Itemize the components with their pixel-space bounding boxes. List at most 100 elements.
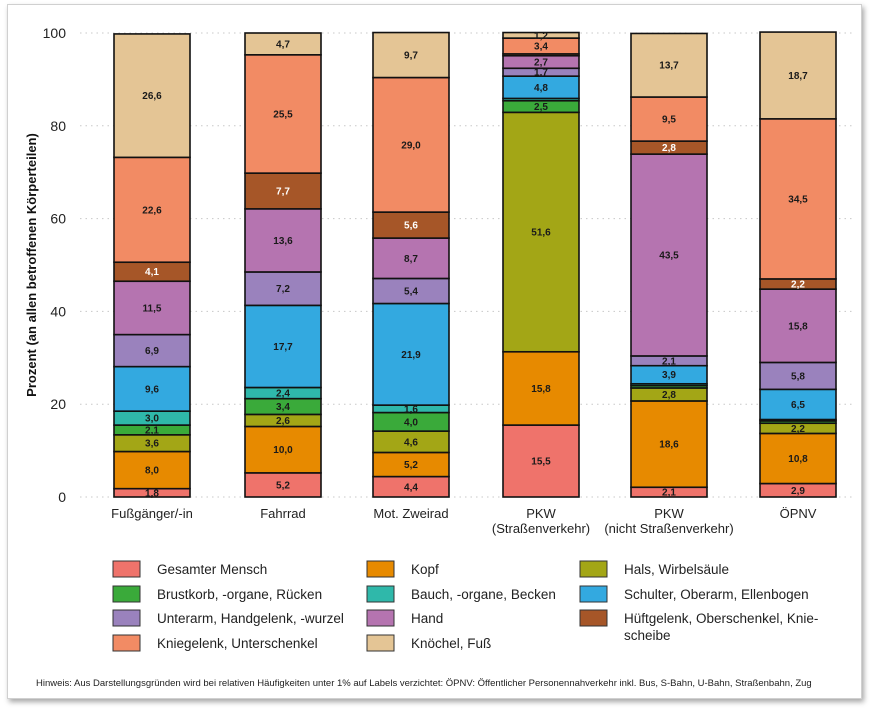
bar-segment — [630, 153, 708, 357]
legend-swatch — [579, 560, 608, 578]
data-label: 9,7 — [404, 51, 418, 62]
data-label: 3,4 — [276, 402, 290, 413]
legend-label: Bauch, -organe, Becken — [411, 587, 556, 602]
legend: Gesamter Mensch Kopf Hals, Wirbelsäule Brus… — [112, 560, 818, 652]
data-label: 2,5 — [534, 102, 548, 113]
data-label: 2,6 — [276, 416, 290, 427]
legend-label: scheibe — [624, 628, 671, 643]
data-label: 2,1 — [662, 488, 676, 499]
legend-label: Knöchel, Fuß — [411, 636, 491, 651]
legend-item: Hand — [366, 609, 443, 627]
legend-swatch — [366, 560, 395, 578]
data-label: 4,4 — [404, 482, 418, 493]
data-label: 17,7 — [273, 342, 293, 353]
data-label: 2,9 — [791, 486, 805, 497]
x-tick-label: Fußgänger/-in — [111, 506, 193, 521]
legend-label: Hand — [411, 611, 443, 626]
data-label: 1,6 — [404, 404, 418, 415]
gridlines — [80, 32, 855, 498]
legend-label: Kopf — [411, 562, 439, 577]
bar-segment — [244, 172, 322, 210]
legend-swatch — [112, 585, 141, 603]
bar-segment — [759, 432, 837, 485]
y-tick-label: 0 — [58, 489, 66, 505]
legend-item: Kniegelenk, Unterschenkel — [112, 634, 318, 652]
bar-stack: 1,8 8,0 3,6 2,13,0 9,6 6,9 11,5 4,1 22,6 26,6 — [113, 33, 191, 499]
y-tick-label: 80 — [50, 118, 66, 134]
bar-segment — [502, 31, 580, 39]
data-label: 13,7 — [659, 61, 679, 72]
bar-segment — [244, 32, 322, 56]
data-label: 8,7 — [404, 254, 418, 265]
legend-label: Hals, Wirbelsäule — [624, 562, 729, 577]
bar-segment — [759, 388, 837, 421]
bar-stack: 4,4 5,2 4,6 4,0 1,6 21,9 5,4 8,7 5,6 29,0 9,7 — [372, 31, 450, 498]
x-tick-label: (nicht Straßenverkehr) — [604, 521, 733, 536]
data-label: 3,6 — [145, 439, 159, 450]
data-label: 1,7 — [534, 68, 548, 79]
bars: 1,88,03,62,13,09,66,911,54,122,626,65,21… — [113, 31, 837, 499]
data-label: 8,0 — [145, 466, 159, 477]
y-axis: 0 20 40 60 80 100 — [43, 25, 67, 505]
y-tick-label: 60 — [50, 211, 66, 227]
legend-label: Brustkorb, -organe, Rücken — [157, 587, 322, 602]
data-label: 6,5 — [791, 400, 805, 411]
legend-item: Unterarm, Handgelenk, -wurzel — [112, 609, 344, 627]
data-label: 43,5 — [659, 251, 679, 262]
legend-item: Brustkorb, -organe, Rücken — [112, 585, 322, 603]
legend-swatch — [366, 634, 395, 652]
bar-stack: 2,1 18,6 2,8 3,9 2,1 43,5 2,8 9,5 13,7 — [630, 32, 708, 499]
data-label: 5,4 — [404, 286, 418, 297]
legend-item: Hals, Wirbelsäule — [579, 560, 729, 578]
bar-segment — [244, 425, 322, 474]
data-label: 3,4 — [534, 41, 548, 52]
legend-item: Kopf — [366, 560, 439, 578]
legend-label: Schulter, Oberarm, Ellenbogen — [624, 587, 809, 602]
data-label: 10,8 — [788, 454, 808, 465]
bar-segment — [113, 33, 191, 159]
x-tick-label: Mot. Zweirad — [373, 506, 448, 521]
bar-segment — [372, 211, 450, 239]
data-label: 10,0 — [273, 445, 293, 456]
data-label: 22,6 — [142, 205, 162, 216]
legend-label: Gesamter Mensch — [157, 562, 267, 577]
data-label: 2,8 — [662, 143, 676, 154]
data-label: 5,2 — [276, 480, 290, 491]
data-label: 2,8 — [662, 390, 676, 401]
legend-label: Hüftgelenk, Oberschenkel, Knie- — [624, 611, 818, 626]
data-label: 3,9 — [662, 370, 676, 381]
data-label: 2,1 — [145, 425, 159, 436]
bar-segment — [502, 111, 580, 353]
x-tick-label: ÖPNV — [780, 506, 817, 521]
data-label: 15,8 — [788, 321, 808, 332]
data-label: 21,9 — [401, 350, 421, 361]
data-label: 18,7 — [788, 71, 808, 82]
data-label: 26,6 — [142, 91, 162, 102]
x-axis: Fußgänger/-in Fahrrad Mot. Zweirad PKW(Stra… — [111, 506, 817, 536]
data-label: 51,6 — [531, 228, 551, 239]
data-label: 7,2 — [276, 284, 290, 295]
bar-segment — [759, 288, 837, 364]
data-label: 34,5 — [788, 194, 808, 205]
data-label: 7,7 — [276, 186, 290, 197]
x-tick-label: PKW — [526, 506, 556, 521]
data-label: 4,7 — [276, 39, 290, 50]
x-tick-label: Fahrrad — [260, 506, 306, 521]
x-tick-label: (Straßenverkehr) — [492, 521, 590, 536]
data-label: 2,2 — [791, 280, 805, 291]
bar-segment — [244, 271, 322, 307]
data-label: 25,5 — [273, 109, 293, 120]
data-label: 4,1 — [145, 267, 159, 278]
legend-swatch — [112, 609, 141, 627]
data-label: 2,2 — [791, 424, 805, 435]
data-label: 11,5 — [143, 303, 162, 314]
bar-stack: 2,9 10,8 2,2 6,5 5,8 15,8 2,2 34,5 18,7 — [759, 31, 837, 498]
legend-swatch — [366, 585, 395, 603]
bar-segment — [244, 304, 322, 389]
y-tick-label: 40 — [50, 303, 66, 319]
bar-stack: 5,2 10,0 2,6 3,4 2,4 17,7 7,2 13,6 7,7 25,5 4,7 — [244, 32, 322, 498]
bar-segment — [502, 424, 580, 498]
legend-swatch — [112, 634, 141, 652]
legend-swatch — [366, 609, 395, 627]
